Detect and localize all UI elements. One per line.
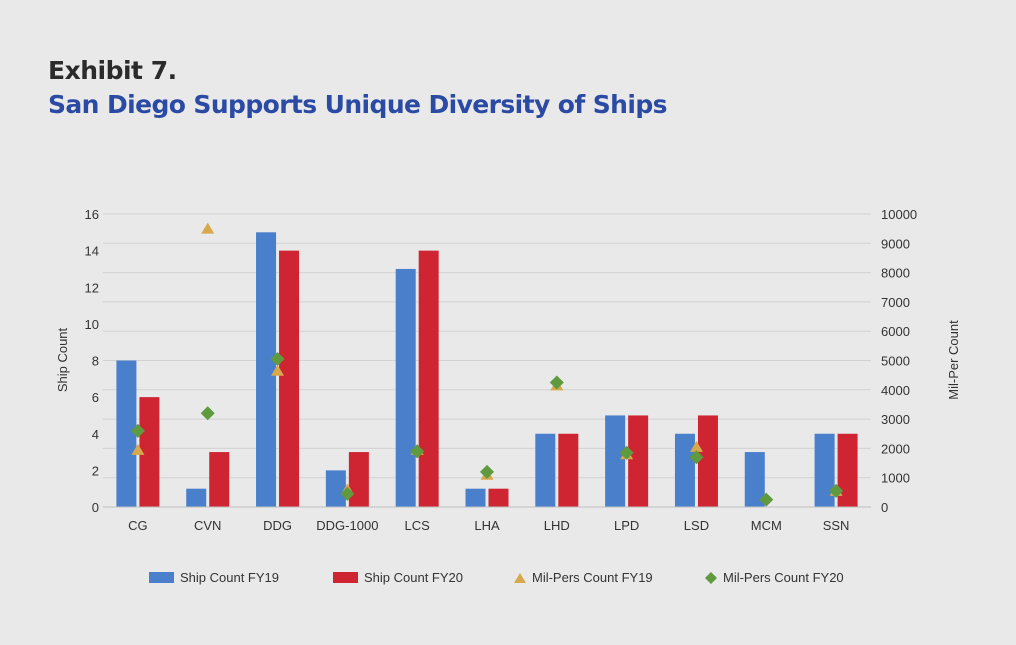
bar	[418, 250, 439, 507]
legend-swatch	[705, 572, 717, 584]
data-point-triangle	[201, 222, 215, 234]
y-tick-label: 12	[85, 280, 99, 295]
bar	[395, 268, 416, 507]
y-tick-label: 2	[92, 463, 99, 478]
legend-swatch	[333, 572, 358, 583]
legend-swatch	[514, 573, 526, 583]
data-point-diamond	[689, 450, 704, 465]
bar	[697, 415, 718, 507]
data-point-triangle	[131, 443, 145, 455]
y2-tick-label: 8000	[881, 266, 910, 281]
data-point-diamond	[130, 423, 145, 438]
x-tick-label: CG	[128, 518, 148, 533]
bar	[116, 360, 137, 507]
data-point-diamond	[410, 444, 425, 459]
data-point-diamond	[270, 352, 285, 367]
exhibit-label: Exhibit 7.	[48, 56, 177, 85]
data-point-diamond	[340, 486, 355, 501]
y2-tick-label: 3000	[881, 412, 910, 427]
data-point-triangle	[271, 364, 285, 376]
x-tick-label: CVN	[194, 518, 221, 533]
bar	[139, 397, 160, 507]
legend-label: Ship Count FY20	[364, 570, 463, 585]
x-tick-label: DDG-1000	[316, 518, 378, 533]
bar	[674, 433, 695, 507]
data-point-triangle	[689, 440, 703, 452]
bar	[837, 433, 858, 507]
y2-tick-label: 10000	[881, 207, 917, 222]
data-point-diamond	[829, 483, 844, 498]
bar	[325, 470, 346, 507]
x-tick-label: LHD	[544, 518, 570, 533]
y2-tick-label: 0	[881, 500, 888, 515]
y2-tick-label: 9000	[881, 236, 910, 251]
bar	[558, 433, 579, 507]
x-tick-label: LCS	[405, 518, 431, 533]
y-tick-label: 10	[85, 317, 99, 332]
bar	[209, 452, 230, 507]
x-tick-label: MCM	[751, 518, 782, 533]
x-tick-label: DDG	[263, 518, 292, 533]
y2-tick-label: 2000	[881, 441, 910, 456]
bar	[814, 433, 835, 507]
x-tick-label: LSD	[684, 518, 709, 533]
bar	[256, 232, 277, 507]
data-point-diamond	[759, 492, 774, 507]
data-point-diamond	[480, 464, 494, 479]
y2-tick-label: 4000	[881, 383, 910, 398]
legend-label: Ship Count FY19	[180, 570, 279, 585]
y2-tick-label: 6000	[881, 324, 910, 339]
data-point-diamond	[200, 406, 215, 421]
bar	[605, 415, 626, 507]
bar	[535, 433, 556, 507]
y-tick-label: 16	[85, 207, 99, 222]
x-tick-label: SSN	[823, 518, 850, 533]
bar	[348, 452, 369, 507]
x-tick-label: LPD	[614, 518, 639, 533]
y2-tick-label: 1000	[881, 471, 910, 486]
x-tick-label: LHA	[474, 518, 500, 533]
y-tick-label: 4	[92, 427, 99, 442]
bar	[186, 488, 207, 507]
y2-tick-label: 5000	[881, 354, 910, 369]
y-tick-label: 6	[92, 390, 99, 405]
data-point-diamond	[619, 445, 634, 460]
legend-swatch	[149, 572, 174, 583]
y-tick-label: 0	[92, 500, 99, 515]
y-tick-label: 14	[85, 244, 99, 259]
bar	[744, 452, 765, 507]
bar	[279, 250, 300, 507]
y2-axis-title: Mil-Per Count	[946, 320, 961, 400]
y-axis-title: Ship Count	[55, 327, 70, 392]
bar	[465, 488, 486, 507]
legend-label: Mil-Pers Count FY19	[532, 570, 653, 585]
legend-label: Mil-Pers Count FY20	[723, 570, 844, 585]
data-point-diamond	[549, 375, 564, 390]
bar	[628, 415, 649, 507]
chart-title: San Diego Supports Unique Diversity of S…	[48, 90, 667, 119]
y2-tick-label: 7000	[881, 295, 910, 310]
y-tick-label: 8	[92, 354, 99, 369]
bar	[488, 488, 509, 507]
